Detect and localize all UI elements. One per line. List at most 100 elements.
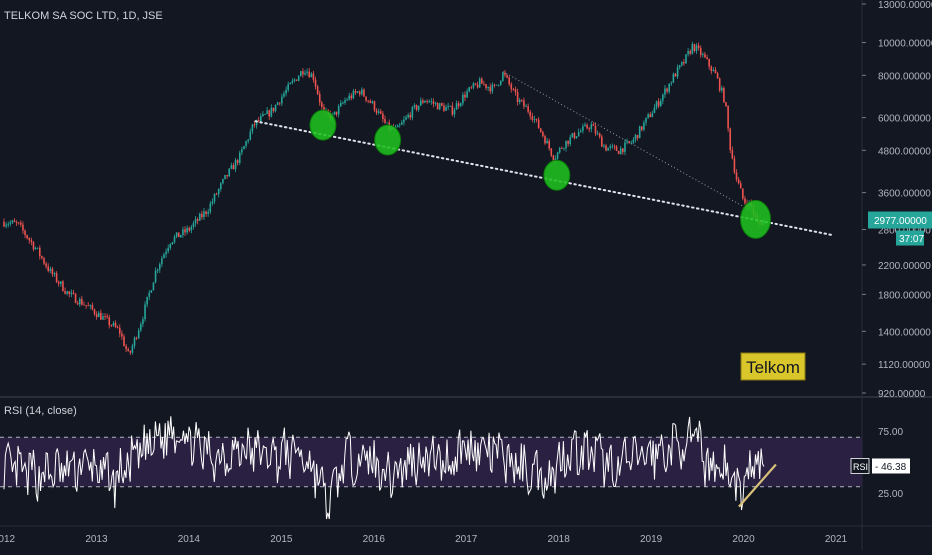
- candle-body: [708, 59, 710, 67]
- candle-body: [356, 91, 359, 93]
- candle-body: [118, 327, 121, 334]
- candle-body: [544, 136, 546, 144]
- candle-body: [529, 111, 532, 117]
- candle-body: [670, 82, 673, 84]
- candle-body: [247, 139, 249, 142]
- rsi-trendline[interactable]: [738, 463, 777, 508]
- candle-body: [49, 268, 52, 271]
- candle-body: [666, 88, 668, 92]
- candle-body: [478, 78, 481, 88]
- candle-body: [733, 158, 736, 173]
- candle-body: [373, 101, 376, 111]
- candle-body: [428, 101, 431, 103]
- y-tick-label: 1400.00000: [878, 327, 931, 338]
- candle-body: [131, 345, 134, 353]
- annotation-badge[interactable]: [740, 352, 806, 381]
- candle-body: [693, 44, 696, 51]
- candle-body: [283, 93, 285, 97]
- candle-body: [100, 312, 102, 320]
- candle-body: [365, 96, 367, 101]
- candle-body: [234, 160, 237, 170]
- candle-body: [158, 264, 161, 270]
- candle-body: [596, 133, 599, 135]
- candle-body: [481, 78, 483, 84]
- candle-body: [66, 291, 68, 294]
- candle-body: [702, 54, 704, 56]
- candle-body: [43, 258, 45, 264]
- highlight-circle[interactable]: [543, 159, 571, 191]
- candle-body: [436, 103, 439, 110]
- candle-body: [3, 221, 5, 227]
- candle-body: [129, 350, 132, 353]
- candle-body: [451, 105, 454, 115]
- candle-body: [674, 73, 677, 77]
- candle-body: [527, 106, 529, 112]
- candle-body: [74, 293, 77, 303]
- candle-body: [575, 136, 578, 139]
- x-tick-label: 2014: [178, 534, 201, 545]
- candle-body: [685, 54, 687, 64]
- y-tick-label: 1800.00000: [878, 290, 931, 301]
- candle-body: [567, 140, 569, 145]
- candle-body: [438, 103, 441, 110]
- candle-body: [47, 266, 50, 271]
- candle-body: [108, 317, 111, 326]
- highlight-circle[interactable]: [740, 199, 772, 239]
- candle-body: [274, 104, 277, 112]
- resistance-trendline[interactable]: [502, 71, 763, 218]
- candle-body: [102, 316, 104, 320]
- candle-body: [57, 281, 60, 284]
- candle-body: [577, 132, 580, 137]
- rsi-line: [3, 416, 765, 520]
- y-tick-label: 3600.00000: [878, 189, 931, 200]
- highlight-circle[interactable]: [309, 109, 337, 141]
- candle-body: [114, 323, 117, 328]
- candle-body: [678, 65, 681, 68]
- candle-body: [281, 96, 283, 104]
- candle-body: [415, 105, 418, 110]
- candle-body: [493, 84, 496, 86]
- candle-body: [87, 305, 89, 307]
- candle-body: [20, 222, 22, 225]
- candle-body: [655, 101, 658, 108]
- candle-body: [565, 140, 567, 149]
- candle-body: [335, 111, 338, 115]
- candle-body: [441, 103, 443, 106]
- candle-body: [217, 189, 220, 195]
- candle-body: [699, 47, 702, 56]
- candle-body: [192, 223, 195, 227]
- candle-body: [196, 219, 199, 221]
- candle-body: [411, 107, 414, 118]
- candle-body: [72, 292, 75, 294]
- candle-body: [561, 147, 563, 149]
- support-trendline[interactable]: [254, 120, 833, 236]
- candle-body: [352, 90, 355, 99]
- candle-body: [171, 242, 174, 244]
- last-price-badge: [868, 211, 932, 229]
- candle-body: [95, 314, 98, 318]
- rsi-name-badge: [850, 458, 870, 474]
- candle-body: [300, 71, 302, 77]
- candle-body: [369, 100, 372, 103]
- highlight-circle[interactable]: [374, 124, 402, 156]
- candle-body: [297, 76, 300, 81]
- candle-body: [716, 73, 719, 79]
- candle-body: [89, 304, 92, 306]
- candle-body: [5, 224, 7, 227]
- candle-body: [32, 241, 35, 250]
- candle-body: [491, 84, 494, 92]
- candle-body: [695, 45, 698, 51]
- candle-body: [156, 269, 159, 271]
- candle-body: [64, 291, 66, 294]
- candle-body: [241, 149, 243, 153]
- candle-body: [550, 148, 553, 156]
- candle-body: [184, 229, 186, 233]
- candle-body: [346, 99, 348, 101]
- candle-body: [291, 80, 294, 83]
- candle-body: [310, 73, 313, 78]
- candle-body: [598, 133, 601, 137]
- candle-body: [636, 135, 639, 139]
- candle-body: [251, 124, 254, 132]
- candle-body: [569, 137, 572, 145]
